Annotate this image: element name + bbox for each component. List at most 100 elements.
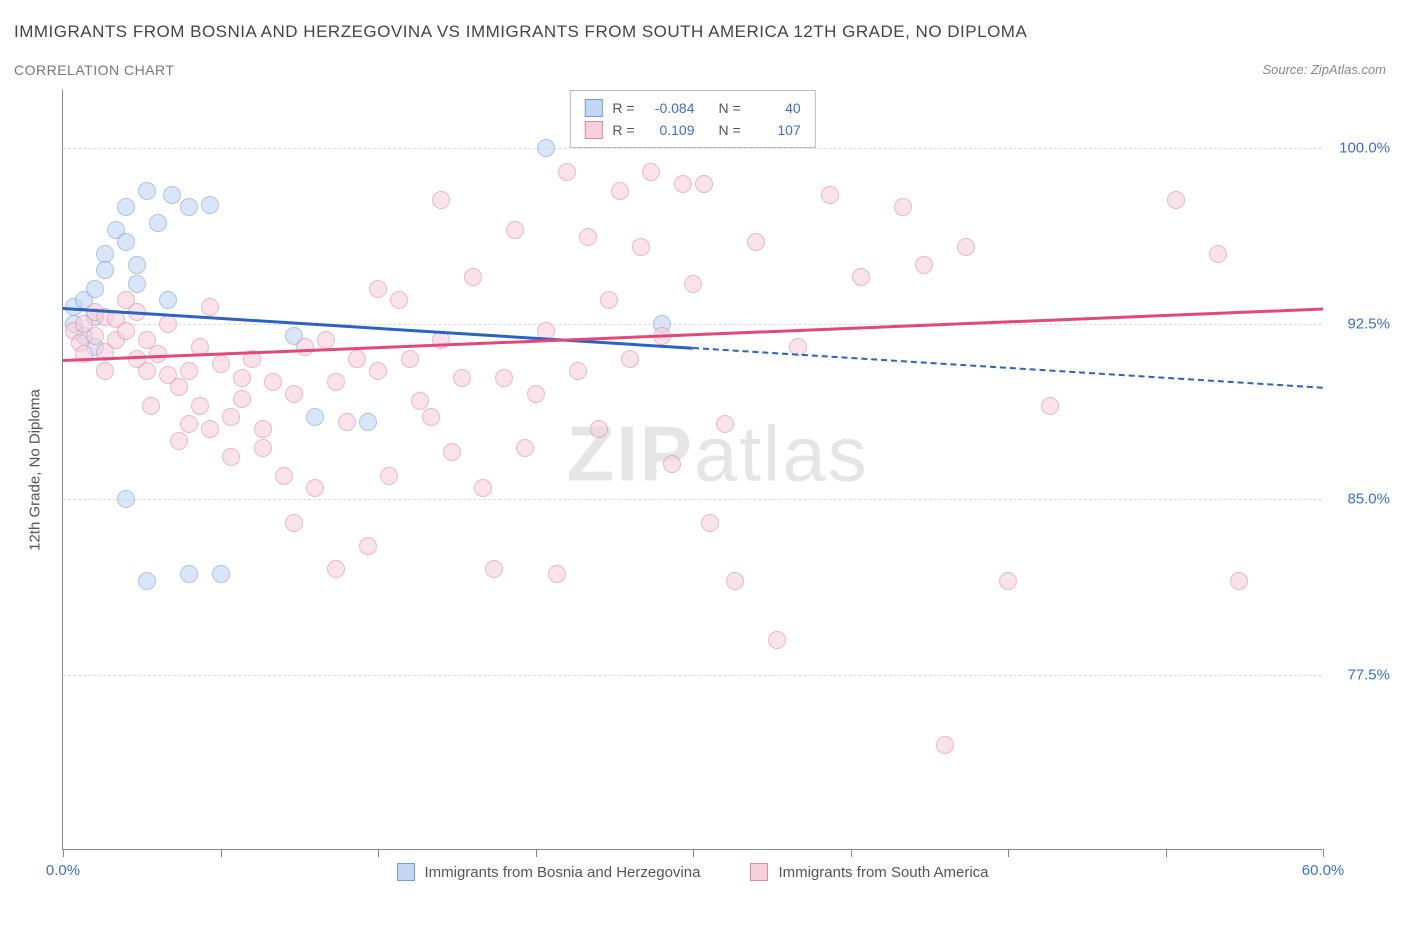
scatter-point bbox=[1230, 572, 1248, 590]
scatter-point bbox=[369, 362, 387, 380]
scatter-point bbox=[138, 572, 156, 590]
legend-r-value: 0.109 bbox=[645, 122, 695, 138]
scatter-point bbox=[380, 467, 398, 485]
scatter-point bbox=[359, 537, 377, 555]
legend-n-value: 40 bbox=[751, 100, 801, 116]
y-tick-label: 92.5% bbox=[1347, 315, 1390, 332]
scatter-point bbox=[600, 291, 618, 309]
scatter-point bbox=[327, 373, 345, 391]
scatter-point bbox=[117, 490, 135, 508]
trend-line bbox=[63, 307, 1323, 361]
scatter-point bbox=[180, 415, 198, 433]
y-tick-label: 85.0% bbox=[1347, 491, 1390, 508]
scatter-point bbox=[684, 275, 702, 293]
scatter-point bbox=[369, 280, 387, 298]
scatter-point bbox=[170, 432, 188, 450]
scatter-point bbox=[254, 420, 272, 438]
scatter-point bbox=[117, 198, 135, 216]
scatter-point bbox=[411, 392, 429, 410]
scatter-point bbox=[180, 362, 198, 380]
scatter-point bbox=[569, 362, 587, 380]
scatter-point bbox=[306, 408, 324, 426]
trend-line bbox=[693, 347, 1323, 389]
scatter-point bbox=[128, 275, 146, 293]
x-tick bbox=[63, 849, 64, 857]
scatter-point bbox=[327, 560, 345, 578]
scatter-point bbox=[432, 331, 450, 349]
scatter-point bbox=[180, 198, 198, 216]
scatter-point bbox=[695, 175, 713, 193]
scatter-point bbox=[747, 233, 765, 251]
legend-n-value: 107 bbox=[751, 122, 801, 138]
scatter-point bbox=[999, 572, 1017, 590]
scatter-point bbox=[285, 385, 303, 403]
trend-line bbox=[63, 307, 693, 349]
gridline bbox=[63, 324, 1322, 325]
scatter-point bbox=[422, 408, 440, 426]
legend-r-label: R = bbox=[612, 122, 634, 138]
bottom-legend-label: Immigrants from Bosnia and Herzegovina bbox=[424, 864, 700, 881]
scatter-point bbox=[701, 514, 719, 532]
scatter-point bbox=[159, 315, 177, 333]
scatter-point bbox=[957, 238, 975, 256]
scatter-point bbox=[96, 362, 114, 380]
scatter-point bbox=[936, 736, 954, 754]
scatter-point bbox=[317, 331, 335, 349]
scatter-point bbox=[212, 565, 230, 583]
scatter-point bbox=[590, 420, 608, 438]
legend-r-label: R = bbox=[612, 100, 634, 116]
legend-row: R =0.109N =107 bbox=[584, 119, 800, 141]
scatter-point bbox=[201, 196, 219, 214]
x-tick bbox=[221, 849, 222, 857]
correlation-legend: R =-0.084N =40R =0.109N =107 bbox=[569, 90, 815, 148]
scatter-point bbox=[537, 139, 555, 157]
scatter-point bbox=[852, 268, 870, 286]
legend-r-value: -0.084 bbox=[645, 100, 695, 116]
scatter-point bbox=[621, 350, 639, 368]
scatter-point bbox=[359, 413, 377, 431]
scatter-point bbox=[285, 514, 303, 532]
scatter-point bbox=[611, 182, 629, 200]
scatter-point bbox=[86, 280, 104, 298]
scatter-point bbox=[306, 479, 324, 497]
scatter-point bbox=[495, 369, 513, 387]
legend-swatch bbox=[584, 121, 602, 139]
x-tick bbox=[1323, 849, 1324, 857]
scatter-point bbox=[138, 182, 156, 200]
scatter-point bbox=[96, 245, 114, 263]
scatter-point bbox=[222, 448, 240, 466]
y-tick-label: 100.0% bbox=[1339, 140, 1390, 157]
scatter-point bbox=[642, 163, 660, 181]
legend-swatch bbox=[584, 99, 602, 117]
scatter-point bbox=[579, 228, 597, 246]
scatter-point bbox=[915, 256, 933, 274]
legend-n-label: N = bbox=[719, 100, 741, 116]
scatter-point bbox=[170, 378, 188, 396]
scatter-point bbox=[86, 327, 104, 345]
y-tick-label: 77.5% bbox=[1347, 666, 1390, 683]
chart-title: IMMIGRANTS FROM BOSNIA AND HERZEGOVINA V… bbox=[14, 22, 1027, 42]
scatter-point bbox=[453, 369, 471, 387]
x-tick bbox=[378, 849, 379, 857]
scatter-point bbox=[516, 439, 534, 457]
x-tick bbox=[851, 849, 852, 857]
bottom-legend-label: Immigrants from South America bbox=[778, 864, 988, 881]
scatter-point bbox=[338, 413, 356, 431]
y-axis-label: 12th Grade, No Diploma bbox=[27, 389, 44, 551]
scatter-point bbox=[128, 256, 146, 274]
scatter-point bbox=[1209, 245, 1227, 263]
scatter-point bbox=[768, 631, 786, 649]
bottom-legend: Immigrants from Bosnia and Herzegovina Im… bbox=[396, 863, 988, 881]
scatter-point bbox=[716, 415, 734, 433]
scatter-point bbox=[191, 397, 209, 415]
scatter-point bbox=[149, 214, 167, 232]
scatter-point bbox=[506, 221, 524, 239]
legend-row: R = -0.084 N = 40 bbox=[584, 97, 800, 119]
scatter-point bbox=[464, 268, 482, 286]
scatter-point bbox=[212, 355, 230, 373]
scatter-point bbox=[180, 565, 198, 583]
gridline bbox=[63, 499, 1322, 500]
scatter-point bbox=[159, 291, 177, 309]
scatter-point bbox=[142, 397, 160, 415]
scatter-point bbox=[390, 291, 408, 309]
